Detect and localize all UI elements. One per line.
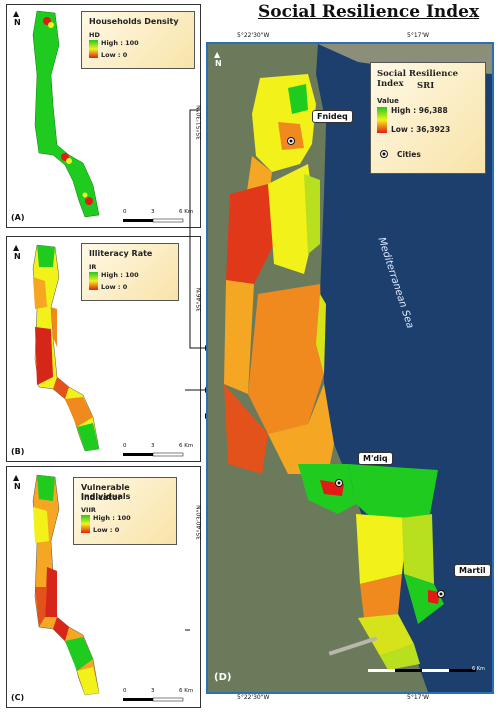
page-title: Social Resilience Index	[258, 2, 480, 22]
city-marker-icon	[287, 137, 295, 145]
scale-bar	[368, 669, 476, 672]
city-marker-icon	[380, 150, 388, 158]
panel-households-density: ▲ N Households Density HD High : 100 Low …	[6, 4, 201, 228]
connector-lines	[185, 109, 209, 631]
legend-gradient	[81, 515, 90, 533]
panel-social-resilience-map: Mediterranean Sea Fnideq M'diq Martil ▲ N…	[206, 42, 494, 694]
city-label-martil: Martil	[454, 564, 491, 577]
illiteracy-rate-map	[32, 244, 100, 452]
north-arrow-icon: ▲ N	[13, 9, 21, 27]
north-arrow-icon: ▲ N	[214, 50, 222, 68]
panel-vulnerable-individuals: ▲ N Vulnerable Individuals Indicator VIIR…	[6, 466, 201, 708]
legend-sri: Social Resilience Index SRI Value High :…	[370, 62, 486, 174]
legend-households-density: Households Density HD High : 100 Low : 0	[81, 11, 195, 69]
panel-illiteracy-rate: ▲ N Illiteracy Rate IR High : 100 Low : 0…	[6, 236, 201, 462]
legend-vulnerable-individuals: Vulnerable Individuals Indicator VIIR Hi…	[73, 477, 177, 545]
legend-gradient	[89, 272, 98, 290]
city-label-fnideq: Fnideq	[312, 110, 353, 123]
city-label-mdiq: M'diq	[358, 452, 393, 465]
legend-illiteracy-rate: Illiteracy Rate IR High : 100 Low : 0	[81, 243, 179, 301]
sri-map	[208, 44, 492, 692]
city-marker-icon	[437, 590, 445, 598]
north-arrow-icon: ▲ N	[13, 473, 21, 491]
north-arrow-icon: ▲ N	[13, 243, 21, 261]
legend-gradient	[89, 40, 98, 58]
vulnerable-individuals-map	[32, 474, 100, 696]
legend-gradient	[377, 107, 387, 133]
scale-bar	[123, 697, 184, 702]
city-marker-icon	[335, 479, 343, 487]
scale-bar	[123, 218, 184, 223]
scale-bar	[123, 452, 184, 457]
households-density-map	[32, 10, 100, 218]
